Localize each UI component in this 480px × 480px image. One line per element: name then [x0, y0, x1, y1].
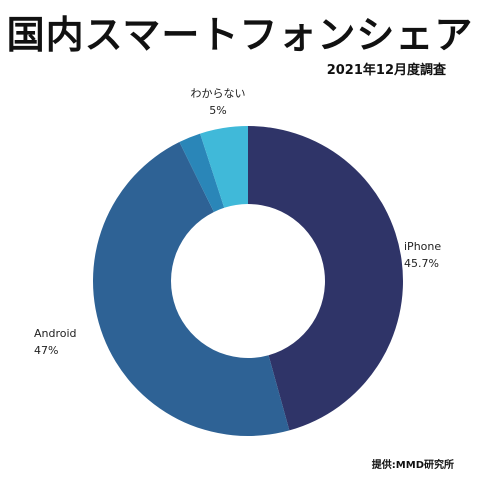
chart-subtitle: 2021年12月度調査	[326, 63, 446, 78]
slice-label-value: 45.7%	[404, 257, 439, 270]
slice-label-value: 5%	[209, 104, 226, 117]
slice-わからない	[200, 126, 248, 208]
slice-label-name: Android	[34, 327, 77, 340]
slice-iphone	[248, 126, 403, 431]
slice-labels: iPhone 45.7% Android 47% わからない 5%	[34, 87, 441, 357]
slice-minor-2	[179, 133, 225, 212]
donut-slices	[92, 126, 403, 437]
slice-label-name: iPhone	[404, 240, 441, 253]
slice-label-name: わからない	[191, 87, 246, 100]
source-credit: 提供:MMD研究所	[371, 460, 454, 471]
slice-android	[92, 142, 290, 437]
chart-title: 国内スマートフォンシェア	[6, 13, 474, 57]
slice-label-value: 47%	[34, 344, 58, 357]
